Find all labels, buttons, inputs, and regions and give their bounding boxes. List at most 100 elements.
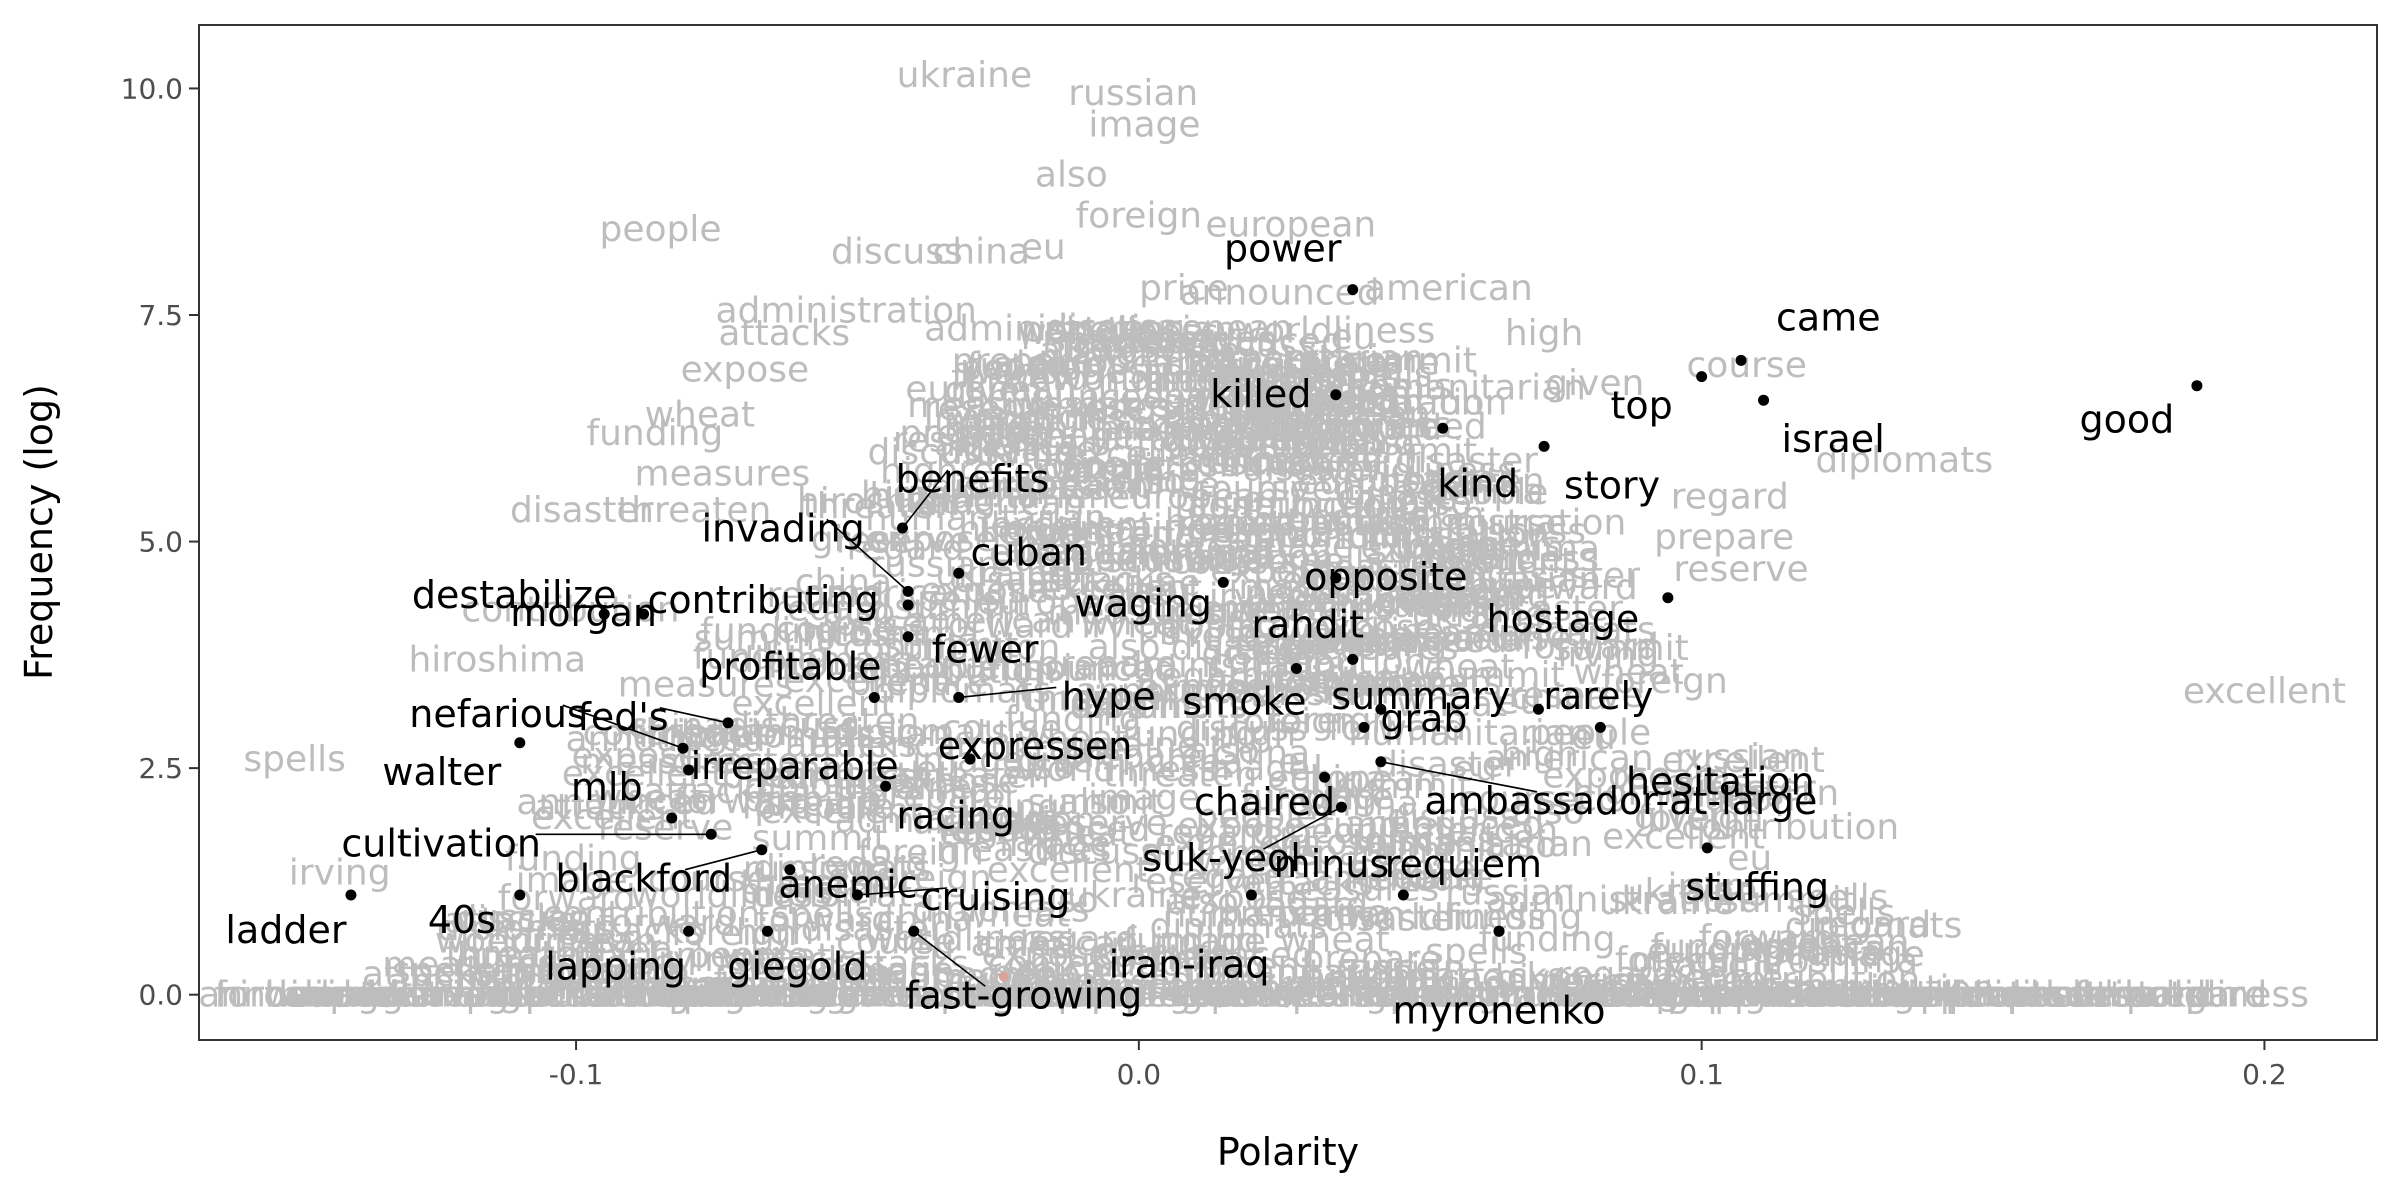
background-word: ukraine [940, 431, 1076, 472]
background-word: high [1572, 773, 1651, 814]
background-word: funding [1240, 777, 1377, 818]
background-word: disaster [931, 467, 1075, 508]
background-word: regard [773, 588, 891, 629]
background-word: irving [289, 852, 391, 893]
background-word: announced [387, 961, 587, 1002]
background-word: eu [1727, 838, 1772, 879]
background-word: spells [1061, 444, 1164, 485]
background-word: threaten [1145, 359, 1299, 400]
background-word: irving [421, 974, 523, 1015]
background-word: expose [1542, 755, 1671, 796]
background-word: russian [1335, 948, 1465, 989]
background-word: disaster [1344, 472, 1488, 513]
background-word: high [1426, 590, 1505, 631]
background-word: regard [1020, 919, 1138, 960]
panel-border [198, 24, 2378, 1041]
background-word: also [1039, 330, 1112, 371]
background-word: regard [1158, 812, 1276, 853]
background-word: funding [1779, 974, 1916, 1015]
background-word: discuss [1454, 511, 1586, 552]
background-word: discuss [831, 232, 963, 273]
background-word: regard [1432, 576, 1550, 617]
background-word: course [836, 922, 956, 963]
background-word: diplomats [1070, 686, 1248, 727]
background-word: worldliness [1345, 897, 1547, 938]
background-word: spells [1192, 975, 1295, 1016]
background-word: also [823, 591, 896, 632]
background-word: regard [1556, 954, 1674, 995]
background-word: also [994, 345, 1067, 386]
background-word: american [916, 483, 1085, 524]
background-word: china [1181, 975, 1279, 1016]
data-point [1493, 925, 1505, 937]
background-word: administration [919, 975, 1181, 1016]
background-word: worldliness [630, 875, 832, 916]
background-word: attacks [718, 313, 850, 354]
background-word: foreign [1268, 700, 1395, 741]
background-word: image [953, 415, 1065, 456]
background-word: attacks [736, 940, 868, 981]
background-word: given [1206, 591, 1305, 632]
background-word: given [1496, 958, 1595, 999]
background-word: expose [1360, 528, 1489, 569]
background-word: also [1058, 782, 1131, 823]
background-word: worldliness [1884, 975, 2086, 1016]
background-word: china [1375, 975, 1473, 1016]
background-word: discuss [1072, 540, 1204, 581]
background-word: ukraine [1219, 353, 1355, 394]
data-point [1437, 422, 1449, 434]
background-word: wheat [1022, 813, 1133, 854]
label-connector [1263, 806, 1342, 850]
data-point [1330, 572, 1342, 584]
background-word: irving [1667, 866, 1769, 907]
background-word: humanitarian [265, 975, 506, 1016]
background-word: spells [243, 739, 346, 780]
background-word: china [953, 413, 1051, 454]
y-tick-label: 7.5 [138, 299, 183, 332]
background-word: hiroshima [861, 475, 1039, 516]
point-label: 40s [428, 898, 496, 942]
background-word: eu [939, 813, 984, 854]
background-word: ukraine [990, 728, 1126, 769]
background-word: excellent [947, 961, 1110, 1002]
background-word: given [1017, 740, 1116, 781]
point-label: came [1776, 295, 1881, 339]
background-word: american [1102, 969, 1271, 1010]
background-word: european [762, 755, 933, 796]
background-word: course [1336, 477, 1456, 518]
background-word: american [1389, 810, 1558, 851]
data-point [1662, 592, 1674, 604]
background-word: disaster [1300, 664, 1444, 705]
background-word: china [1213, 733, 1311, 774]
point-label: invading [701, 506, 864, 550]
background-word: announced [198, 975, 398, 1016]
background-word: summit [894, 587, 1030, 628]
background-word: humanitarian [768, 646, 1009, 687]
background-word: disaster [1496, 555, 1640, 596]
background-word: expose [920, 570, 1049, 611]
point-label: mlb [571, 765, 643, 809]
background-word: russian [820, 714, 950, 755]
background-word: threaten [1021, 678, 1175, 719]
background-word: disaster [1369, 459, 1513, 500]
background-word: wheat [1259, 383, 1370, 424]
background-word: prepare [1060, 450, 1200, 491]
background-word: russian [869, 545, 999, 586]
data-point [1538, 440, 1550, 452]
background-word: contribution [552, 975, 770, 1016]
background-word: spells [1330, 355, 1433, 396]
background-word: worldliness [944, 398, 1146, 439]
background-word: china [1146, 742, 1244, 783]
background-word: humanitarian [457, 935, 698, 976]
background-word: threaten [264, 975, 418, 1016]
background-word: high [880, 451, 959, 492]
background-word: excellent [1859, 975, 2022, 1016]
background-word: russian [1068, 73, 1198, 114]
background-word: threaten [625, 965, 779, 1006]
label-connector [958, 686, 1057, 699]
background-word: price [1174, 480, 1264, 521]
background-word: discuss [1780, 975, 1912, 1016]
data-point [851, 889, 863, 901]
background-word: announced [977, 648, 1177, 689]
background-word: hiroshima [797, 481, 975, 522]
